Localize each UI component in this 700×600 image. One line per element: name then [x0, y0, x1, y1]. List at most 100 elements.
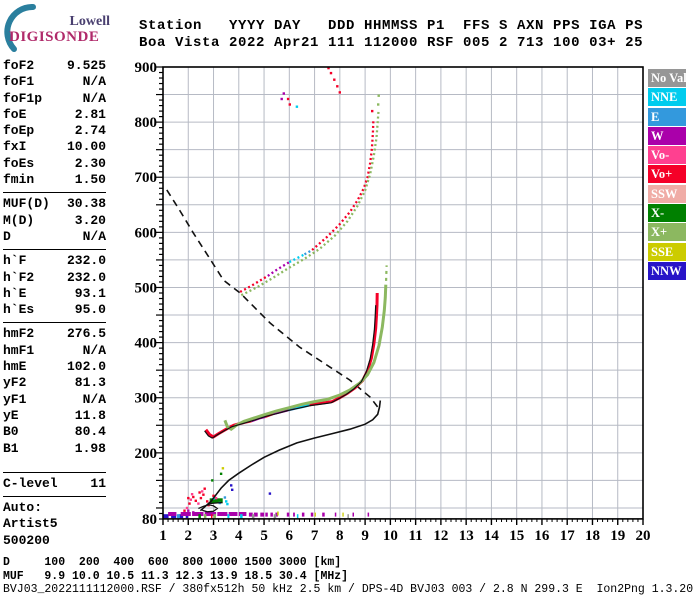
param-label: fmin: [3, 172, 35, 188]
param-label: B1: [3, 440, 19, 456]
param-row: 500200: [3, 533, 106, 549]
param-row: fxI 10.00: [3, 139, 106, 155]
param-value: 1.50: [74, 172, 106, 188]
param-label: Artist5: [3, 516, 58, 532]
param-value: 2.81: [74, 106, 106, 122]
param-row: hmE 102.0: [3, 359, 106, 375]
svg-text:6: 6: [286, 528, 294, 544]
svg-text:18: 18: [585, 528, 600, 544]
param-row: h`F2 232.0: [3, 270, 106, 286]
param-group: Auto: Artist5 500200: [3, 496, 106, 550]
station-header: Station YYYY DAY DDD HHMMSS P1 FFS S AXN…: [139, 18, 643, 52]
legend-item: NNE: [648, 88, 686, 107]
logo-text-digisonde: DIGISONDE: [9, 29, 100, 45]
param-row: h`F 232.0: [3, 253, 106, 269]
param-row: foF2 9.525: [3, 58, 106, 74]
param-label: hmF1: [3, 342, 35, 358]
param-label: foF1: [3, 74, 35, 90]
param-value: N/A: [82, 74, 106, 90]
logo-arc-icon: [4, 4, 36, 52]
param-label: h`Es: [3, 302, 35, 318]
svg-text:11: 11: [409, 528, 423, 544]
param-value: 276.5: [66, 326, 106, 342]
svg-text:13: 13: [459, 528, 474, 544]
param-value: N/A: [82, 90, 106, 106]
legend-item: W: [648, 126, 686, 145]
svg-text:7: 7: [311, 528, 319, 544]
param-value: 102.0: [66, 359, 106, 375]
param-value: N/A: [82, 228, 106, 244]
svg-text:10: 10: [383, 528, 398, 544]
legend-item: NNW: [648, 261, 686, 280]
logo-text-lowell: Lowell: [69, 14, 110, 29]
param-row: foEp 2.74: [3, 123, 106, 139]
header-columns-line: Station YYYY DAY DDD HHMMSS P1 FFS S AXN…: [139, 18, 644, 34]
param-row: h`E 93.1: [3, 286, 106, 302]
param-label: Auto:: [3, 500, 43, 516]
param-label: h`E: [3, 285, 27, 301]
legend-item: X+: [648, 223, 686, 242]
param-label: B0: [3, 424, 19, 440]
param-row: foEs 2.30: [3, 156, 106, 172]
svg-text:14: 14: [484, 528, 500, 544]
param-label: yF1: [3, 391, 27, 407]
svg-text:12: 12: [433, 528, 448, 544]
legend-item: E: [648, 107, 686, 126]
param-label: foF1p: [3, 90, 43, 106]
legend-item: No Val: [648, 69, 687, 87]
svg-text:3: 3: [210, 528, 218, 544]
param-label: hmE: [3, 359, 27, 375]
param-row: Auto:: [3, 500, 106, 516]
param-label: yE: [3, 407, 19, 423]
param-row: yE 11.8: [3, 408, 106, 424]
param-row: foF1 N/A: [3, 74, 106, 90]
svg-text:15: 15: [509, 528, 524, 544]
legend-item: Vo+: [648, 165, 686, 184]
param-row: fmin 1.50: [3, 172, 106, 188]
param-row: h`Es 95.0: [3, 302, 106, 318]
svg-text:80: 80: [142, 512, 157, 528]
param-row: hmF2 276.5: [3, 326, 106, 342]
param-label: foEs: [3, 155, 35, 171]
muf-frequency-row: MUF 9.9 10.0 10.5 11.3 12.3 13.9 18.5 30…: [3, 569, 349, 583]
param-row: hmF1 N/A: [3, 343, 106, 359]
param-label: C-level: [3, 475, 58, 491]
param-value: 11.8: [74, 407, 106, 423]
legend-item: Vo-: [648, 146, 686, 165]
svg-text:4: 4: [235, 528, 243, 544]
param-row: B0 80.4: [3, 424, 106, 440]
param-row: foF1p N/A: [3, 91, 106, 107]
legend-item: X-: [648, 204, 686, 223]
param-label: M(D): [3, 212, 35, 228]
param-label: MUF(D): [3, 196, 50, 212]
param-row: B1 1.98: [3, 441, 106, 457]
param-value: 80.4: [74, 424, 106, 440]
bottom-info-block: D 100 200 400 600 800 1000 1500 3000 [km…: [3, 556, 693, 597]
svg-text:900: 900: [135, 60, 158, 76]
param-value: 81.3: [74, 375, 106, 391]
param-group: h`F 232.0 h`F2 232.0 h`E 93.1 h`Es 95.0: [3, 249, 106, 319]
svg-text:20: 20: [636, 528, 651, 544]
param-row: D N/A: [3, 229, 106, 245]
header-values-line: Boa Vista 2022 Apr21 111 112000 RSF 005 …: [139, 35, 644, 51]
param-row: MUF(D) 30.38: [3, 196, 106, 212]
param-value: 1.98: [74, 440, 106, 456]
param-value: 10.00: [66, 139, 106, 155]
svg-text:300: 300: [135, 391, 158, 407]
param-group: MUF(D) 30.38 M(D) 3.20 D N/A: [3, 192, 106, 246]
svg-text:17: 17: [560, 528, 576, 544]
param-value: 30.38: [66, 196, 106, 212]
param-row: yF1 N/A: [3, 392, 106, 408]
param-row: M(D) 3.20: [3, 213, 106, 229]
param-label: h`F: [3, 253, 27, 269]
muf-distance-row: D 100 200 400 600 800 1000 1500 3000 [km…: [3, 556, 342, 569]
param-row: Artist5: [3, 516, 106, 532]
param-group: C-level 11: [3, 471, 106, 493]
lowell-digisonde-logo: Lowell DIGISONDE: [2, 4, 122, 52]
param-value: 2.30: [74, 155, 106, 171]
legend-item: SSW: [648, 184, 686, 203]
param-label: yF2: [3, 375, 27, 391]
